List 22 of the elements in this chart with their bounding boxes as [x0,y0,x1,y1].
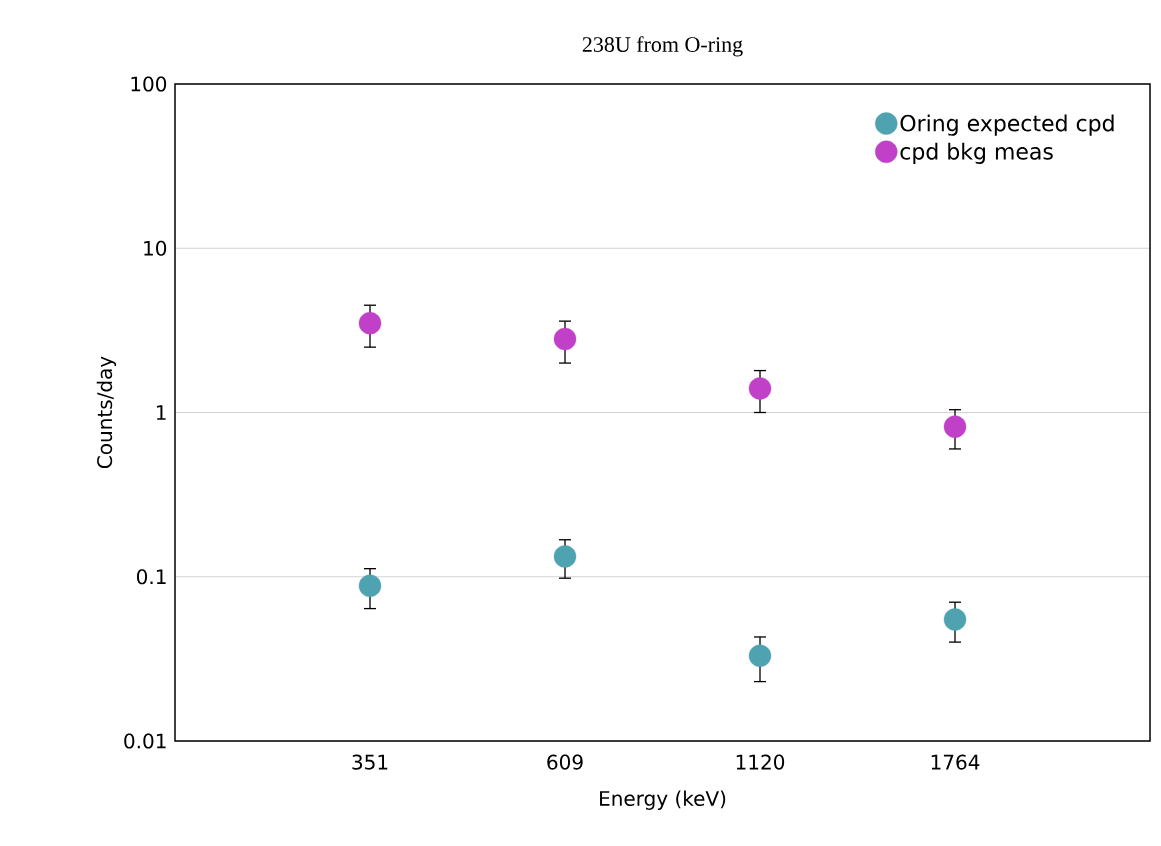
point [358,574,382,598]
y-tick-label: 0.1 [136,569,166,585]
x-tick-label: 1120 [736,754,785,770]
point [553,327,577,351]
chart-title: 238U from O-ring [582,36,743,57]
y-tick-label: 1 [156,405,166,420]
point [358,311,382,335]
y-tick-label: 0.01 [124,733,166,749]
point [748,644,772,668]
y-tick-label: 100 [131,76,167,92]
y-axis-title: Counts/day [96,356,117,469]
point [943,415,967,438]
legend-label: cpd bkg meas [900,142,1053,164]
point [748,377,772,400]
x-tick-label: 609 [547,754,583,770]
point [553,545,577,568]
y-tick-label: 10 [144,240,167,256]
legend-label: Oring expected cpd [900,114,1114,136]
x-tick-label: 1764 [931,754,980,770]
point [943,608,967,631]
x-tick-label: 351 [352,754,388,770]
x-axis-title: Energy (keV) [600,790,726,810]
